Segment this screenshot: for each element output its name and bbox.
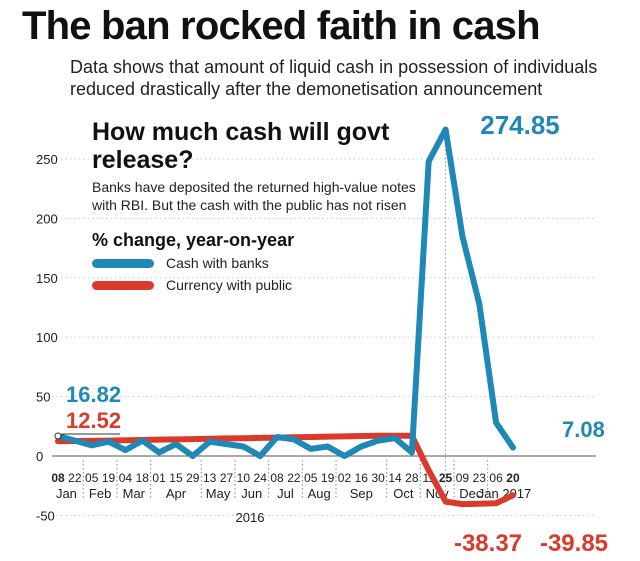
month-label: Jun: [241, 486, 262, 501]
x-tick-label: 15: [169, 471, 183, 485]
month-label: Apr: [166, 486, 187, 501]
x-tick-label: 08: [51, 471, 65, 485]
x-tick-label: 16: [355, 471, 369, 485]
x-tick-label: 24: [254, 471, 268, 485]
legend-label-banks: Cash with banks: [166, 255, 269, 271]
x-tick-label: 19: [321, 471, 335, 485]
legend-swatch-public: [92, 280, 154, 290]
x-tick-label: 13: [203, 471, 217, 485]
x-tick-label: 04: [119, 471, 133, 485]
x-tick-label: 19: [102, 471, 116, 485]
y-tick-label: 50: [36, 390, 50, 405]
month-label: Feb: [89, 486, 111, 501]
data-label: 274.85: [480, 110, 560, 140]
x-tick-label: 23: [473, 471, 487, 485]
month-label: Jan 2017: [478, 486, 532, 501]
data-label: 7.08: [562, 417, 605, 442]
chart-note: Banks have deposited the returned high-v…: [92, 179, 416, 213]
month-label: Jan: [56, 486, 77, 501]
annotation-leader: [59, 433, 63, 440]
x-tick-label: 08: [270, 471, 284, 485]
x-tick-label: 14: [388, 471, 402, 485]
x-tick-label: 20: [506, 471, 520, 485]
x-tick-label: 05: [85, 471, 99, 485]
x-tick-label: 22: [68, 471, 82, 485]
month-label: Jul: [277, 486, 294, 501]
y-tick-label: 150: [36, 271, 58, 286]
data-label: -38.37: [454, 530, 522, 557]
series-line-cash-with-banks: [55, 126, 516, 459]
month-label: Oct: [393, 486, 414, 501]
y-tick-label: 250: [36, 152, 58, 167]
month-label: Aug: [308, 486, 331, 501]
data-label: 12.52: [66, 408, 121, 433]
legend-title: % change, year-on-year: [92, 230, 295, 250]
legend-item-banks: Cash with banks: [92, 255, 269, 271]
chart-title: How much cash will govt release?: [92, 118, 390, 174]
data-label: -39.85: [540, 530, 608, 557]
month-label: May: [206, 486, 231, 501]
x-tick-label: 30: [371, 471, 385, 485]
month-label: Dec: [459, 486, 483, 501]
y-tick-label: 100: [36, 330, 58, 345]
legend-swatch-banks: [92, 258, 154, 268]
x-tick-label: 28: [405, 471, 419, 485]
x-tick-label: 05: [304, 471, 318, 485]
x-tick-label: 10: [237, 471, 251, 485]
x-tick-label: 27: [220, 471, 234, 485]
data-label: 16.82: [66, 382, 121, 407]
x-tick-label: 25: [439, 471, 453, 485]
x-tick-label: 01: [152, 471, 166, 485]
y-tick-label: 200: [36, 211, 58, 226]
x-tick-label: 18: [136, 471, 150, 485]
month-label: Sep: [350, 486, 373, 501]
x-tick-label: 06: [489, 471, 503, 485]
x-tick-label: 02: [338, 471, 352, 485]
x-tick-label: 29: [186, 471, 200, 485]
headline: The ban rocked faith in cash: [22, 4, 541, 48]
y-tick-label: 0: [36, 449, 43, 464]
legend-item-public: Currency with public: [92, 277, 292, 293]
x-tick-label: 09: [456, 471, 470, 485]
x-tick-label: 22: [287, 471, 301, 485]
dek-text: Data shows that amount of liquid cash in…: [70, 57, 598, 99]
legend-label-public: Currency with public: [166, 277, 293, 293]
year-label: 2016: [236, 510, 265, 525]
month-label: Mar: [123, 486, 146, 501]
y-tick-label: -50: [36, 508, 55, 523]
